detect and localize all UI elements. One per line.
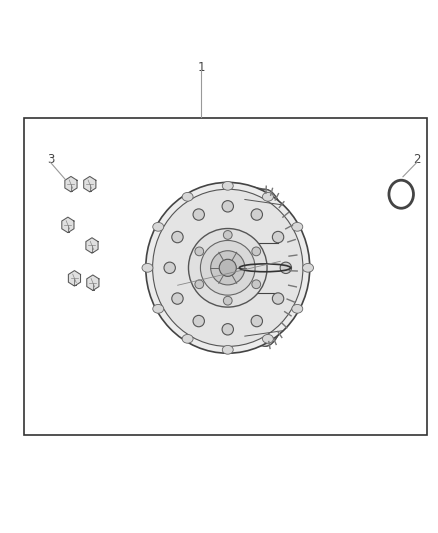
Ellipse shape [389,180,413,208]
Circle shape [172,231,183,243]
Ellipse shape [142,263,153,272]
Circle shape [195,247,204,256]
Circle shape [222,200,233,212]
Circle shape [195,280,204,289]
Circle shape [251,316,262,327]
Ellipse shape [239,189,291,346]
Polygon shape [68,271,81,286]
Ellipse shape [262,192,273,201]
Bar [24,118,427,435]
Polygon shape [87,275,99,290]
Circle shape [164,262,175,273]
Circle shape [222,324,233,335]
Ellipse shape [182,334,193,343]
Ellipse shape [201,240,255,295]
Text: 2: 2 [413,152,421,166]
Ellipse shape [153,222,164,231]
Ellipse shape [292,222,303,231]
Polygon shape [84,176,96,192]
Ellipse shape [292,304,303,313]
Ellipse shape [303,263,314,272]
Polygon shape [65,176,77,192]
Circle shape [193,316,205,327]
Ellipse shape [182,192,193,201]
Circle shape [223,231,232,239]
Polygon shape [228,182,290,353]
Ellipse shape [188,229,267,307]
Ellipse shape [262,334,273,343]
Ellipse shape [211,251,245,285]
Circle shape [280,262,292,273]
Circle shape [251,209,262,220]
Circle shape [193,209,205,220]
Ellipse shape [146,182,310,353]
Text: 3: 3 [47,152,54,166]
Polygon shape [62,217,74,232]
Circle shape [272,231,284,243]
Text: 1: 1 [198,61,205,74]
Circle shape [252,280,261,289]
Polygon shape [86,238,98,253]
Polygon shape [228,242,290,294]
Circle shape [223,296,232,305]
Circle shape [252,247,261,256]
Ellipse shape [152,189,303,346]
Ellipse shape [219,259,237,276]
Ellipse shape [223,345,233,354]
Ellipse shape [223,181,233,190]
Circle shape [172,293,183,304]
Circle shape [272,293,284,304]
Ellipse shape [153,304,164,313]
